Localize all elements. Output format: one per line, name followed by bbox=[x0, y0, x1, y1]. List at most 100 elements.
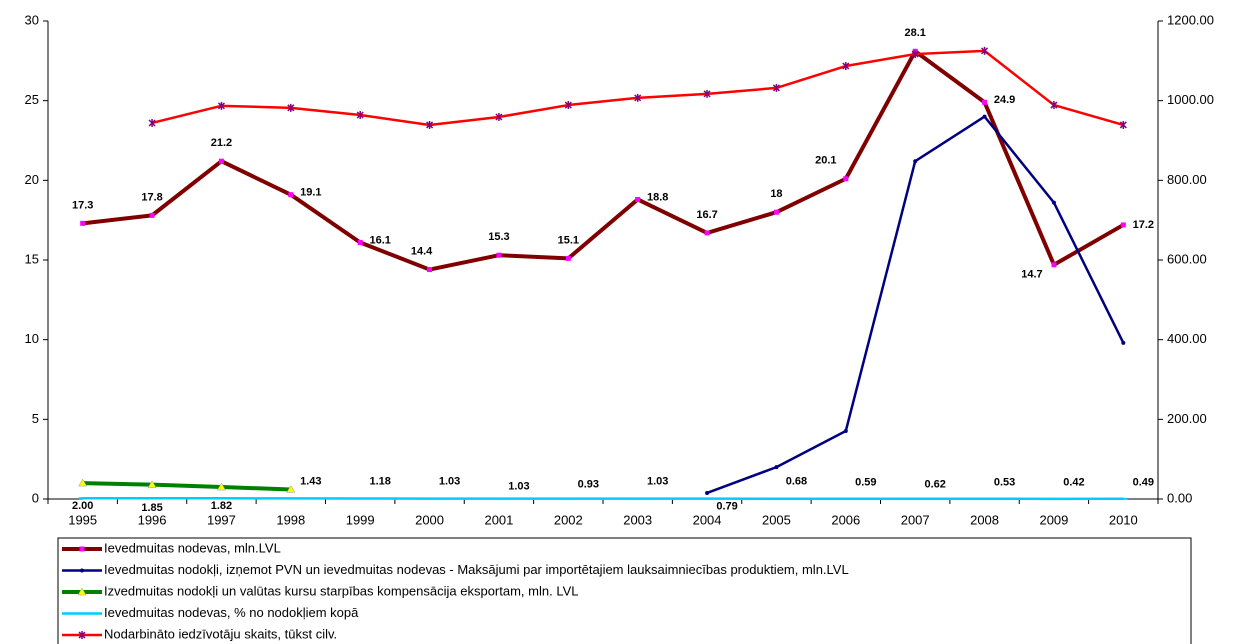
marker bbox=[426, 120, 434, 129]
marker bbox=[77, 587, 87, 596]
marker bbox=[1050, 101, 1058, 110]
data-label: 0.79 bbox=[716, 501, 737, 513]
marker bbox=[78, 631, 86, 639]
marker bbox=[218, 158, 224, 164]
data-label: 0.93 bbox=[578, 479, 599, 491]
data-label: 18.8 bbox=[647, 191, 668, 203]
marker bbox=[288, 192, 294, 198]
marker bbox=[1119, 120, 1127, 129]
marker bbox=[843, 428, 848, 433]
y2-tick-label: 0.00 bbox=[1167, 490, 1192, 505]
x-tick-label: 2009 bbox=[1039, 512, 1068, 527]
x-tick-label: 2007 bbox=[901, 512, 930, 527]
data-label: 0.49 bbox=[1133, 477, 1154, 489]
data-label: 2.00 bbox=[72, 500, 93, 512]
y-tick-label: 5 bbox=[32, 411, 39, 426]
marker bbox=[79, 546, 85, 552]
marker bbox=[564, 101, 572, 110]
data-label: 0.42 bbox=[1063, 477, 1084, 489]
marker bbox=[427, 267, 433, 273]
series-line bbox=[82, 49, 1125, 272]
x-tick-label: 2010 bbox=[1109, 512, 1138, 527]
marker bbox=[217, 482, 226, 491]
x-tick-label: 2004 bbox=[693, 512, 722, 527]
data-label: 1.85 bbox=[141, 502, 162, 514]
data-label: 1.03 bbox=[508, 480, 529, 492]
data-label: 1.43 bbox=[300, 475, 321, 487]
y-tick-label: 0 bbox=[32, 490, 39, 505]
data-label: 16.1 bbox=[369, 234, 390, 246]
x-tick-label: 1996 bbox=[138, 512, 167, 527]
data-label: 0.59 bbox=[855, 477, 876, 489]
marker bbox=[774, 465, 779, 470]
marker bbox=[982, 114, 987, 119]
marker bbox=[981, 46, 989, 55]
legend-label: Ievedmuitas nodevas, mln.LVL bbox=[104, 540, 281, 555]
data-label: 16.7 bbox=[696, 209, 717, 221]
y2-tick-label: 200.00 bbox=[1167, 411, 1207, 426]
data-label: 0.68 bbox=[786, 476, 807, 488]
marker bbox=[80, 220, 86, 226]
marker bbox=[843, 176, 849, 182]
marker bbox=[287, 103, 295, 112]
y-tick-label: 10 bbox=[25, 331, 39, 346]
data-label: 15.1 bbox=[558, 234, 579, 246]
marker bbox=[842, 62, 850, 71]
marker bbox=[217, 101, 225, 110]
marker bbox=[286, 484, 296, 493]
data-label: 21.2 bbox=[211, 137, 232, 149]
x-tick-label: 2001 bbox=[484, 512, 513, 527]
marker bbox=[1121, 340, 1126, 345]
marker bbox=[495, 112, 503, 121]
legend-label: Ievedmuitas nodokļi, izņemot PVN un ieve… bbox=[104, 562, 849, 577]
x-tick-label: 1998 bbox=[276, 512, 305, 527]
data-label: 18 bbox=[770, 188, 782, 200]
y2-tick-label: 400.00 bbox=[1167, 331, 1207, 346]
marker bbox=[148, 118, 156, 127]
marker bbox=[772, 83, 780, 92]
y2-tick-label: 1000.00 bbox=[1167, 92, 1214, 107]
data-label: 14.7 bbox=[1021, 269, 1042, 281]
x-tick-label: 2005 bbox=[762, 512, 791, 527]
x-tick-label: 2003 bbox=[623, 512, 652, 527]
data-label: 17.3 bbox=[72, 199, 93, 211]
marker bbox=[565, 255, 571, 261]
marker bbox=[1051, 200, 1056, 205]
series-line bbox=[151, 49, 1124, 127]
marker bbox=[357, 239, 363, 245]
marker bbox=[78, 478, 88, 487]
legend-label: Ievedmuitas nodevas, % no nodokļiem kopā bbox=[104, 605, 359, 620]
data-label: 0.53 bbox=[994, 477, 1015, 489]
x-tick-label: 2000 bbox=[415, 512, 444, 527]
marker bbox=[356, 111, 364, 120]
y2-tick-label: 1200.00 bbox=[1167, 12, 1214, 27]
marker bbox=[147, 480, 157, 488]
marker bbox=[149, 212, 155, 218]
marker bbox=[1120, 222, 1126, 228]
y-tick-label: 15 bbox=[25, 251, 39, 266]
y-tick-label: 20 bbox=[25, 172, 39, 187]
data-label: 17.8 bbox=[141, 191, 162, 203]
marker bbox=[80, 568, 84, 573]
marker bbox=[705, 490, 710, 495]
series-line bbox=[82, 481, 291, 492]
x-tick-label: 2008 bbox=[970, 512, 999, 527]
data-label: 1.18 bbox=[369, 475, 390, 487]
y2-tick-label: 800.00 bbox=[1167, 172, 1207, 187]
x-tick-label: 2002 bbox=[554, 512, 583, 527]
data-label: 28.1 bbox=[904, 27, 925, 39]
data-label: 24.9 bbox=[994, 94, 1015, 106]
data-label: 1.03 bbox=[647, 475, 668, 487]
x-tick-label: 1999 bbox=[346, 512, 375, 527]
marker bbox=[982, 99, 988, 105]
marker bbox=[635, 196, 641, 202]
x-tick-label: 2006 bbox=[831, 512, 860, 527]
legend-label: Nodarbināto iedzīvotāju skaits, tūkst ci… bbox=[104, 626, 337, 641]
marker bbox=[704, 230, 710, 236]
data-label: 20.1 bbox=[815, 155, 836, 167]
y-tick-label: 30 bbox=[25, 12, 39, 27]
data-label: 1.03 bbox=[439, 475, 460, 487]
x-tick-label: 1997 bbox=[207, 512, 236, 527]
data-label: 17.2 bbox=[1133, 219, 1154, 231]
